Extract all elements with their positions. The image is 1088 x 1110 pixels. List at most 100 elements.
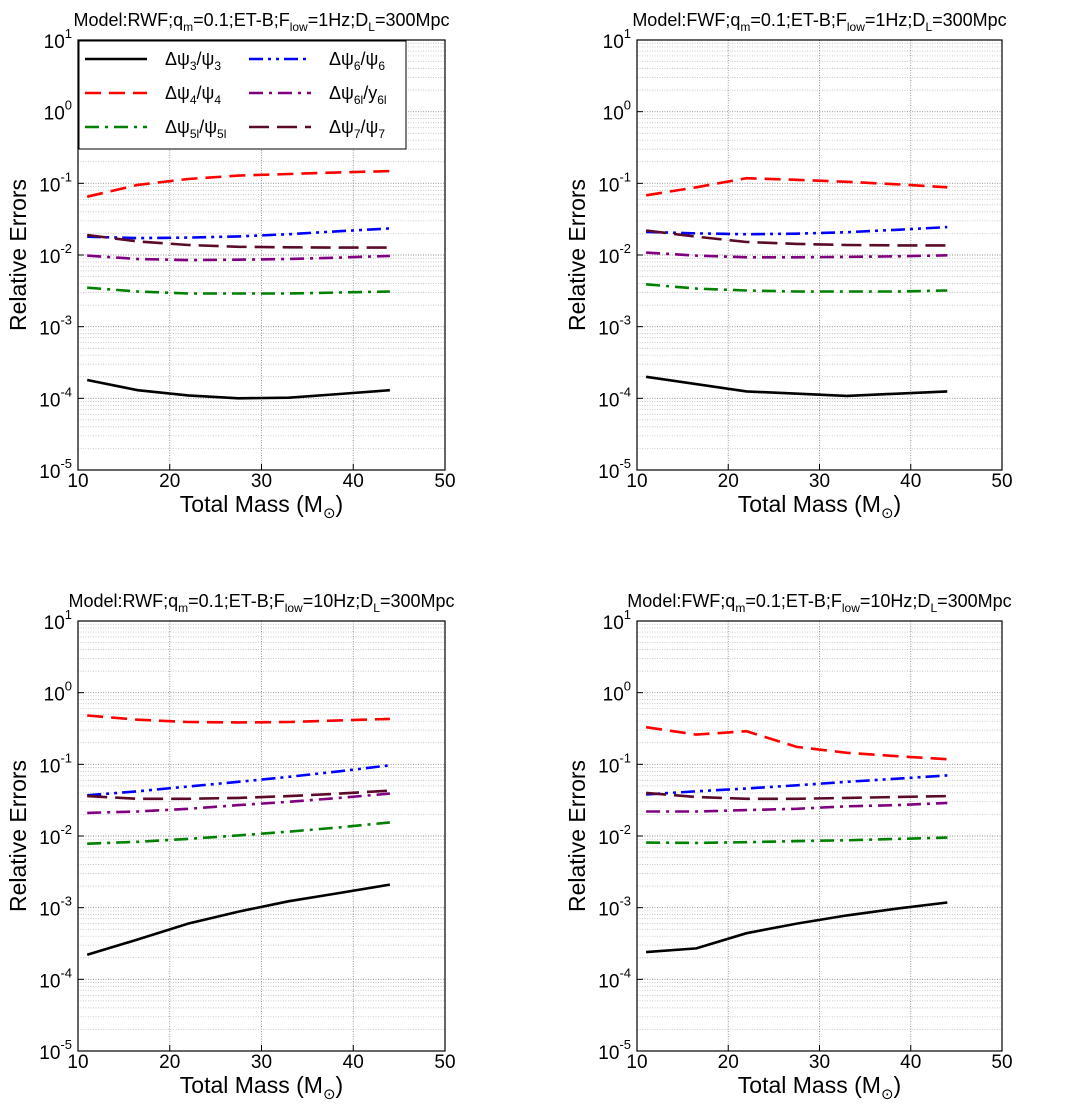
series-line-psi6 xyxy=(646,225,948,236)
y-tick-label: 10-5 xyxy=(39,456,72,483)
y-tick-base: 10 xyxy=(39,971,60,992)
y-tick-exp: 1 xyxy=(65,607,72,622)
legend-num: Δψ xyxy=(165,83,190,103)
y-tick-label: 10-3 xyxy=(39,313,72,340)
series-line-psi3 xyxy=(86,883,391,957)
y-tick-label: 10-1 xyxy=(598,169,631,196)
series-line-psi7 xyxy=(645,229,948,247)
y-tick-base: 10 xyxy=(598,462,619,483)
y-axis-label: Relative Errors xyxy=(564,760,590,912)
legend-label-psi5l: Δψ5l/ψ5l xyxy=(165,117,226,141)
series-line-psi6l xyxy=(646,251,948,259)
y-tick-base: 10 xyxy=(39,175,60,196)
x-tick-label: 10 xyxy=(67,1052,88,1073)
series-line-psi7 xyxy=(87,233,390,249)
y-tick-label: 10-3 xyxy=(39,894,72,921)
y-tick-exp: -1 xyxy=(60,750,72,765)
x-axis-label: Total Mass (M⊙) xyxy=(180,1072,343,1103)
x-tick-label: 40 xyxy=(900,471,921,492)
title-part: =10Hz;D xyxy=(303,591,374,611)
y-tick-base: 10 xyxy=(598,319,619,340)
y-tick-base: 10 xyxy=(603,104,624,125)
x-label-text: Total Mass (M xyxy=(180,491,323,517)
legend-den-sub: 7 xyxy=(378,127,385,141)
title-part: =10Hz;D xyxy=(860,591,931,611)
y-tick-exp: -2 xyxy=(60,241,72,256)
series-line-psi5l xyxy=(645,283,948,293)
legend-den: /ψ xyxy=(199,117,217,137)
chart-title: Model:RWF;qm=0.1;ET-B;Flow=1Hz;DL=300Mpc xyxy=(73,10,449,34)
y-tick-label: 10-2 xyxy=(598,822,631,849)
legend-den: /ψ xyxy=(197,49,215,69)
y-tick-label: 100 xyxy=(603,679,631,706)
y-tick-base: 10 xyxy=(39,319,60,340)
y-tick-exp: -3 xyxy=(60,313,72,328)
y-tick-exp: 1 xyxy=(65,26,72,41)
x-tick-label: 20 xyxy=(159,1052,180,1073)
y-tick-base: 10 xyxy=(598,971,619,992)
y-tick-base: 10 xyxy=(44,104,65,125)
x-tick-label: 40 xyxy=(343,471,364,492)
y-tick-exp: -2 xyxy=(619,822,631,837)
y-tick-label: 10-3 xyxy=(598,894,631,921)
y-tick-exp: 0 xyxy=(624,679,631,694)
legend-den-sub: 6 xyxy=(378,59,385,73)
legend-label-psi6l: Δψ6l/y6l xyxy=(329,83,387,107)
y-tick-label: 100 xyxy=(44,679,72,706)
y-tick-exp: -1 xyxy=(619,750,631,765)
title-sub: m xyxy=(183,20,193,34)
y-tick-exp: 0 xyxy=(65,98,72,113)
x-tick-label: 20 xyxy=(718,1052,739,1073)
legend-label-psi7: Δψ7/ψ7 xyxy=(329,117,385,141)
x-label-close: ) xyxy=(894,1072,902,1098)
legend-num: Δψ xyxy=(165,117,190,137)
x-tick-label: 50 xyxy=(434,471,455,492)
title-part: Model:FWF;q xyxy=(632,10,740,30)
y-tick-exp: -4 xyxy=(619,965,631,980)
x-axis-label: Total Mass (M⊙) xyxy=(180,491,343,522)
legend-den: /ψ xyxy=(361,49,379,69)
legend-den-sub: 4 xyxy=(214,93,221,107)
y-tick-exp: -4 xyxy=(619,384,631,399)
series-line-psi5l xyxy=(646,836,948,845)
title-sub: low xyxy=(285,601,303,615)
series-line-psi5l xyxy=(87,286,390,295)
title-sub: L xyxy=(925,20,932,34)
series-line-psi6l xyxy=(87,792,391,815)
x-label-text: Total Mass (M xyxy=(738,1072,881,1098)
y-tick-base: 10 xyxy=(603,32,624,53)
y-tick-label: 100 xyxy=(603,98,631,125)
y-tick-base: 10 xyxy=(598,390,619,411)
y-tick-exp: -2 xyxy=(619,241,631,256)
legend-num: Δψ xyxy=(329,49,354,69)
series-line-psi4 xyxy=(86,169,390,198)
y-tick-base: 10 xyxy=(39,828,60,849)
legend-den: /y xyxy=(363,83,377,103)
x-label-text: Total Mass (M xyxy=(180,1072,323,1098)
series-line-psi6l xyxy=(646,801,948,813)
legend-label-psi3: Δψ3/ψ3 xyxy=(165,49,221,73)
title-part: =300Mpc xyxy=(380,591,455,611)
x-tick-label: 50 xyxy=(991,1052,1012,1073)
title-sub: L xyxy=(930,601,937,615)
y-tick-exp: 1 xyxy=(624,607,631,622)
title-part: =300Mpc xyxy=(375,10,450,30)
x-label-sub: ⊙ xyxy=(323,505,336,522)
y-tick-base: 10 xyxy=(39,462,60,483)
legend-num-sub: 7 xyxy=(354,127,361,141)
title-sub: L xyxy=(368,20,375,34)
series-line-psi6 xyxy=(646,774,948,796)
y-tick-base: 10 xyxy=(39,900,60,921)
y-tick-label: 101 xyxy=(603,26,631,53)
y-tick-label: 10-1 xyxy=(598,750,631,777)
y-tick-label: 10-4 xyxy=(598,965,631,992)
y-tick-label: 10-4 xyxy=(39,384,72,411)
y-tick-exp: -5 xyxy=(60,1037,72,1052)
x-tick-label: 30 xyxy=(251,471,272,492)
chart-title: Model:FWF;qm=0.1;ET-B;Flow=1Hz;DL=300Mpc xyxy=(632,10,1006,34)
x-axis-label: Total Mass (M⊙) xyxy=(738,1072,901,1103)
